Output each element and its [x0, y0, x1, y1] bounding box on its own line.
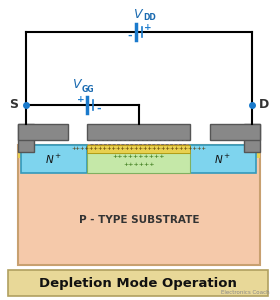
Bar — [18, 145, 260, 265]
Text: -: - — [128, 31, 132, 41]
Bar — [190, 145, 260, 158]
Text: P - TYPE SUBSTRATE: P - TYPE SUBSTRATE — [79, 215, 199, 225]
Bar — [210, 124, 260, 140]
Bar — [18, 124, 68, 140]
Text: S: S — [10, 98, 18, 112]
Bar — [21, 145, 87, 173]
Text: Depletion Mode Operation: Depletion Mode Operation — [39, 277, 237, 290]
Text: +: + — [77, 95, 85, 104]
Text: -: - — [97, 104, 101, 114]
Bar — [87, 124, 190, 140]
Text: GG: GG — [82, 85, 94, 94]
Bar — [18, 145, 88, 158]
Text: $V$: $V$ — [133, 8, 145, 20]
Bar — [18, 124, 34, 152]
Text: D: D — [259, 98, 269, 112]
Text: +: + — [144, 22, 152, 32]
Text: $N^+$: $N^+$ — [214, 152, 232, 166]
Text: ++++++: ++++++ — [123, 163, 155, 167]
Bar — [244, 124, 260, 152]
Text: $V$: $V$ — [72, 79, 84, 92]
Text: Electronics Coach: Electronics Coach — [221, 290, 270, 295]
Bar — [87, 145, 190, 153]
Bar — [190, 145, 256, 173]
Text: $N^+$: $N^+$ — [45, 152, 63, 166]
Text: ++++++++++: ++++++++++ — [113, 154, 165, 160]
Text: ++++++++++++++++++++++++++++++: ++++++++++++++++++++++++++++++ — [71, 146, 206, 152]
Text: DD: DD — [144, 14, 156, 22]
Bar — [8, 270, 268, 296]
Bar — [87, 153, 190, 173]
